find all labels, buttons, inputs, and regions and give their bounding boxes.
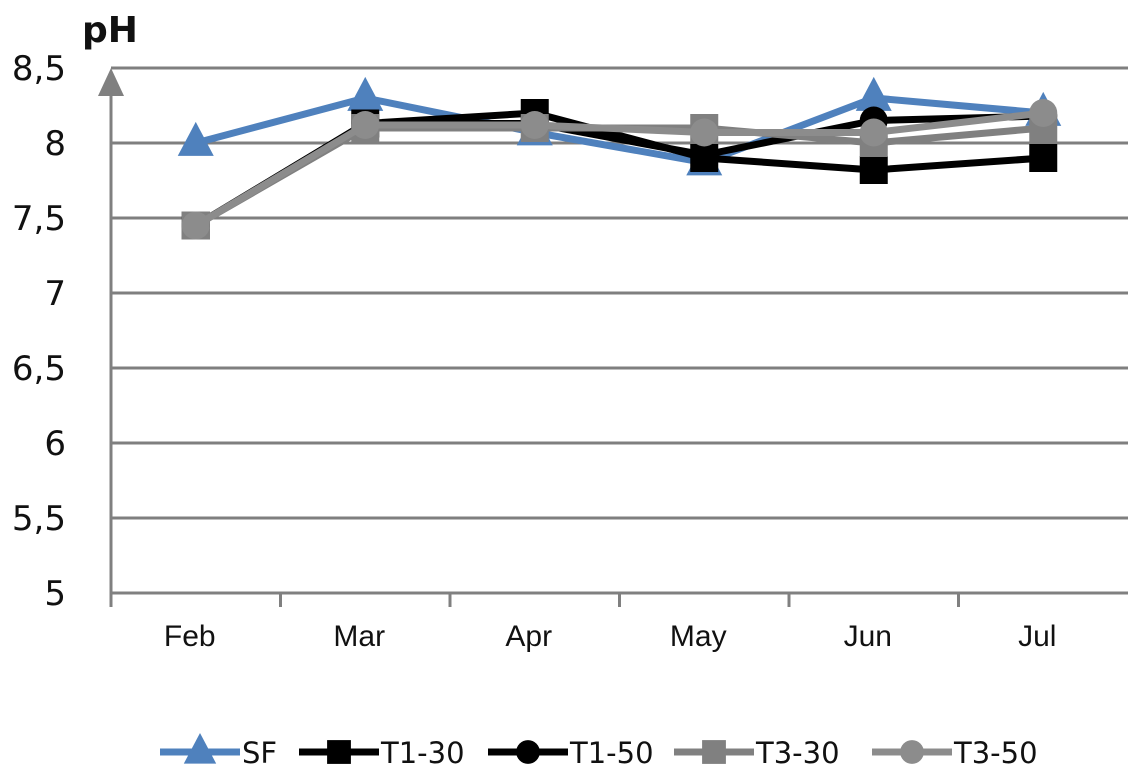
- x-tick-labels: Feb Mar Apr May Jun Jul: [164, 620, 1057, 653]
- x-tick-label: Jul: [1018, 620, 1056, 653]
- legend-item: T1-30: [299, 736, 465, 770]
- x-tick-marks: [109, 593, 960, 607]
- legend-label: T1-50: [569, 736, 654, 770]
- x-tick-label: Mar: [333, 620, 385, 653]
- legend-item: T3-30: [674, 736, 840, 770]
- y-tick-label: 6,5: [12, 349, 66, 389]
- series-line: [194, 94, 1044, 166]
- legend-label: T3-50: [953, 736, 1038, 770]
- y-tick-labels: 5 5,5 6 6,5 7 7,5 8 8,5: [12, 49, 66, 614]
- data-point: [177, 121, 214, 156]
- y-tick-label: 8: [44, 124, 66, 164]
- legend-item: SF: [160, 733, 277, 770]
- y-axis-arrow-icon: [98, 68, 124, 96]
- legend: SF T1-30 T1-50 T3-30 T3-50: [160, 733, 1038, 770]
- data-point: [347, 76, 384, 111]
- data-point: [690, 118, 719, 147]
- y-tick-label: 5,5: [12, 499, 66, 539]
- x-tick-label: Feb: [164, 620, 216, 653]
- legend-label: SF: [242, 736, 277, 770]
- data-point: [855, 76, 892, 111]
- legend-marker: [183, 733, 217, 764]
- series-lines: [177, 76, 1062, 240]
- data-point: [690, 141, 719, 169]
- data-point: [1029, 99, 1058, 127]
- y-axis-label: pH: [82, 10, 138, 51]
- data-point: [859, 118, 888, 147]
- x-tick-label: Apr: [505, 620, 552, 653]
- data-point: [520, 111, 549, 139]
- y-tick-label: 6: [44, 424, 66, 464]
- data-point: [181, 211, 210, 240]
- legend-label: T1-30: [380, 736, 465, 770]
- legend-item: T1-50: [488, 736, 654, 770]
- legend-marker: [327, 740, 351, 764]
- x-tick-label: Jun: [844, 620, 892, 653]
- y-tick-label: 7,5: [12, 199, 66, 239]
- data-point: [859, 156, 888, 184]
- legend-item: T3-50: [872, 736, 1038, 770]
- legend-label: T3-30: [755, 736, 840, 770]
- legend-marker: [900, 740, 924, 764]
- gridlines: [111, 66, 1128, 520]
- x-tick-label: May: [670, 620, 727, 653]
- y-tick-label: 8,5: [12, 49, 66, 89]
- y-tick-label: 5: [44, 574, 66, 614]
- series-line: [193, 109, 1044, 229]
- data-point: [1029, 144, 1058, 172]
- legend-marker: [702, 740, 726, 764]
- legend-marker: [516, 740, 540, 764]
- y-tick-label: 7: [44, 274, 66, 314]
- series-t3-50: [181, 99, 1058, 240]
- data-point: [351, 111, 380, 139]
